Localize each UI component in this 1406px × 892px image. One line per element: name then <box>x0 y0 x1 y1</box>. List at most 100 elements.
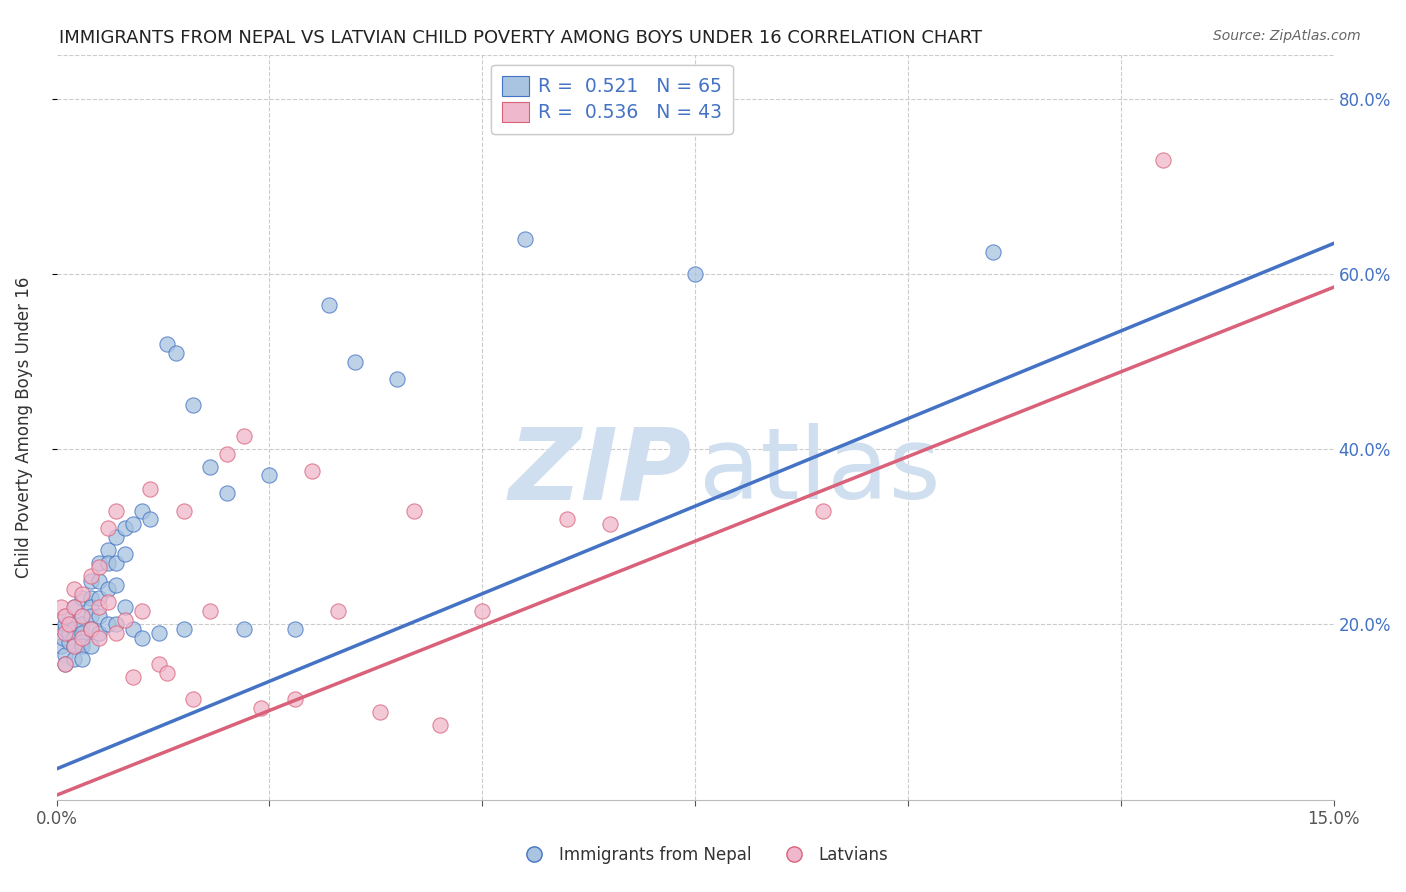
Point <box>198 604 221 618</box>
Point <box>284 622 307 636</box>
Point <box>53 608 76 623</box>
Point <box>49 599 72 614</box>
Text: atlas: atlas <box>699 424 941 521</box>
Point <box>131 631 153 645</box>
Point <box>232 429 254 443</box>
Point <box>79 599 101 614</box>
Point <box>105 617 128 632</box>
Point <box>70 626 93 640</box>
Point <box>232 622 254 636</box>
Point <box>114 599 136 614</box>
Point <box>79 608 101 623</box>
Text: IMMIGRANTS FROM NEPAL VS LATVIAN CHILD POVERTY AMONG BOYS UNDER 16 CORRELATION C: IMMIGRANTS FROM NEPAL VS LATVIAN CHILD P… <box>59 29 983 47</box>
Point <box>181 399 204 413</box>
Point <box>131 604 153 618</box>
Point <box>70 617 93 632</box>
Point <box>173 622 195 636</box>
Point <box>122 622 145 636</box>
Point <box>429 718 451 732</box>
Point <box>70 652 93 666</box>
Point <box>385 372 408 386</box>
Point <box>114 547 136 561</box>
Y-axis label: Child Poverty Among Boys Under 16: Child Poverty Among Boys Under 16 <box>15 277 32 578</box>
Point <box>105 530 128 544</box>
Point <box>131 503 153 517</box>
Point <box>97 582 120 597</box>
Point <box>53 657 76 671</box>
Point <box>318 298 340 312</box>
Point <box>173 503 195 517</box>
Legend: R =  0.521   N = 65, R =  0.536   N = 43: R = 0.521 N = 65, R = 0.536 N = 43 <box>491 64 733 134</box>
Point <box>79 622 101 636</box>
Point <box>122 670 145 684</box>
Point <box>89 599 111 614</box>
Text: ZIP: ZIP <box>509 424 692 521</box>
Point <box>156 665 179 680</box>
Point <box>326 604 349 618</box>
Point <box>139 512 162 526</box>
Point <box>513 232 536 246</box>
Point <box>97 543 120 558</box>
Point <box>148 657 170 671</box>
Point <box>148 626 170 640</box>
Point <box>215 447 238 461</box>
Point <box>139 482 162 496</box>
Point <box>53 617 76 632</box>
Point <box>114 613 136 627</box>
Point <box>105 503 128 517</box>
Point <box>52 631 75 645</box>
Point <box>811 503 834 517</box>
Point <box>122 516 145 531</box>
Point <box>62 640 84 654</box>
Point <box>58 635 80 649</box>
Point <box>97 556 120 570</box>
Point <box>53 626 76 640</box>
Point <box>156 337 179 351</box>
Point <box>114 521 136 535</box>
Point <box>62 652 84 666</box>
Point <box>62 617 84 632</box>
Point <box>557 512 579 526</box>
Point <box>49 640 72 654</box>
Point <box>198 459 221 474</box>
Point <box>62 622 84 636</box>
Point <box>53 657 76 671</box>
Point <box>70 608 93 623</box>
Point <box>97 521 120 535</box>
Point <box>79 569 101 583</box>
Point <box>58 626 80 640</box>
Point <box>62 640 84 654</box>
Point <box>62 631 84 645</box>
Point <box>343 354 366 368</box>
Point <box>105 556 128 570</box>
Point <box>70 608 93 623</box>
Point <box>89 631 111 645</box>
Point <box>79 622 101 636</box>
Point <box>404 503 426 517</box>
Point <box>1152 153 1174 168</box>
Point <box>165 346 187 360</box>
Point <box>89 626 111 640</box>
Point <box>53 622 76 636</box>
Point <box>368 705 391 719</box>
Point <box>62 582 84 597</box>
Point <box>301 464 323 478</box>
Point <box>79 574 101 588</box>
Point <box>53 648 76 662</box>
Point <box>70 635 93 649</box>
Point <box>981 245 1004 260</box>
Point <box>97 595 120 609</box>
Point <box>89 556 111 570</box>
Text: Source: ZipAtlas.com: Source: ZipAtlas.com <box>1213 29 1361 44</box>
Point <box>89 574 111 588</box>
Point <box>284 691 307 706</box>
Point <box>250 700 273 714</box>
Point <box>70 587 93 601</box>
Point <box>79 640 101 654</box>
Point <box>105 626 128 640</box>
Point <box>70 640 93 654</box>
Point <box>62 599 84 614</box>
Point <box>599 516 621 531</box>
Legend: Immigrants from Nepal, Latvians: Immigrants from Nepal, Latvians <box>510 839 896 871</box>
Point <box>53 608 76 623</box>
